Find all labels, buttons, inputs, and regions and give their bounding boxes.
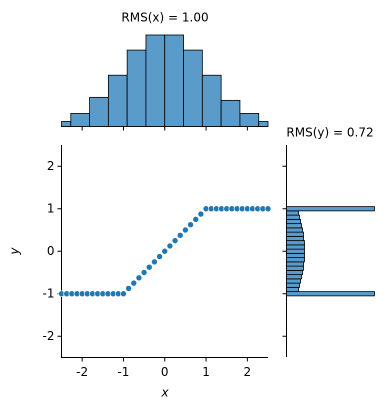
hist-bar [286, 286, 299, 293]
x-tick-label: -1 [117, 365, 129, 379]
hist-bar [286, 240, 305, 246]
hist-bar [286, 278, 301, 284]
y-tick-label: -1 [43, 286, 55, 300]
hist-bar [61, 121, 72, 127]
point [130, 279, 138, 287]
hist-bar [183, 49, 203, 127]
point [166, 242, 174, 250]
hist-bar [201, 74, 222, 127]
y-tick-label: 0 [47, 244, 55, 258]
hist-bar [220, 99, 241, 127]
x-tick-label: -2 [76, 365, 88, 379]
hist-bar [286, 235, 304, 242]
y-axis-label: y [8, 247, 22, 256]
hist-bar [286, 214, 300, 220]
point [197, 210, 205, 218]
hist-bar [164, 34, 184, 127]
hist-bar [286, 210, 299, 216]
hist-bar [239, 113, 260, 127]
point [156, 253, 163, 260]
hist-bar [286, 261, 304, 267]
top-title: RMS(x) = 1.00 [121, 11, 208, 25]
point [125, 285, 132, 292]
point [120, 290, 127, 298]
y-tick-label: -2 [43, 329, 55, 343]
point [140, 269, 148, 276]
hist-bar [286, 274, 302, 280]
right-title: RMS(y) = 0.72 [286, 126, 373, 140]
point [145, 263, 153, 271]
hist-bar [286, 291, 375, 297]
hist-bar [286, 257, 305, 263]
point [176, 232, 184, 239]
hist-bar [258, 121, 269, 127]
point [135, 274, 143, 282]
hist-bar [286, 269, 303, 276]
hist-bar [145, 34, 166, 127]
hist-bar [286, 223, 302, 229]
point [151, 258, 158, 266]
hist-bar [286, 244, 305, 250]
hist-bar [89, 96, 109, 127]
y-tick-label: 1 [47, 201, 55, 215]
hist-bar [286, 231, 304, 237]
hist-bar [286, 282, 300, 288]
hist-bar [126, 49, 147, 127]
point [187, 221, 194, 228]
hist-bar [286, 248, 305, 254]
hist-bar [286, 227, 303, 233]
hist-bar [107, 74, 128, 127]
hist-bar [70, 113, 90, 127]
x-tick-label: 1 [202, 365, 210, 379]
point [264, 205, 272, 213]
point [192, 216, 200, 223]
hist-bar [286, 265, 304, 271]
x-axis-label: x [160, 386, 169, 400]
point [161, 247, 169, 255]
x-tick-label: 0 [161, 365, 169, 379]
hist-bar [286, 218, 301, 225]
hist-bar [286, 252, 305, 259]
point [171, 237, 179, 244]
hist-bar [286, 206, 375, 212]
x-tick-label: 2 [244, 365, 252, 379]
point [182, 226, 189, 234]
y-tick-label: 2 [47, 159, 55, 173]
